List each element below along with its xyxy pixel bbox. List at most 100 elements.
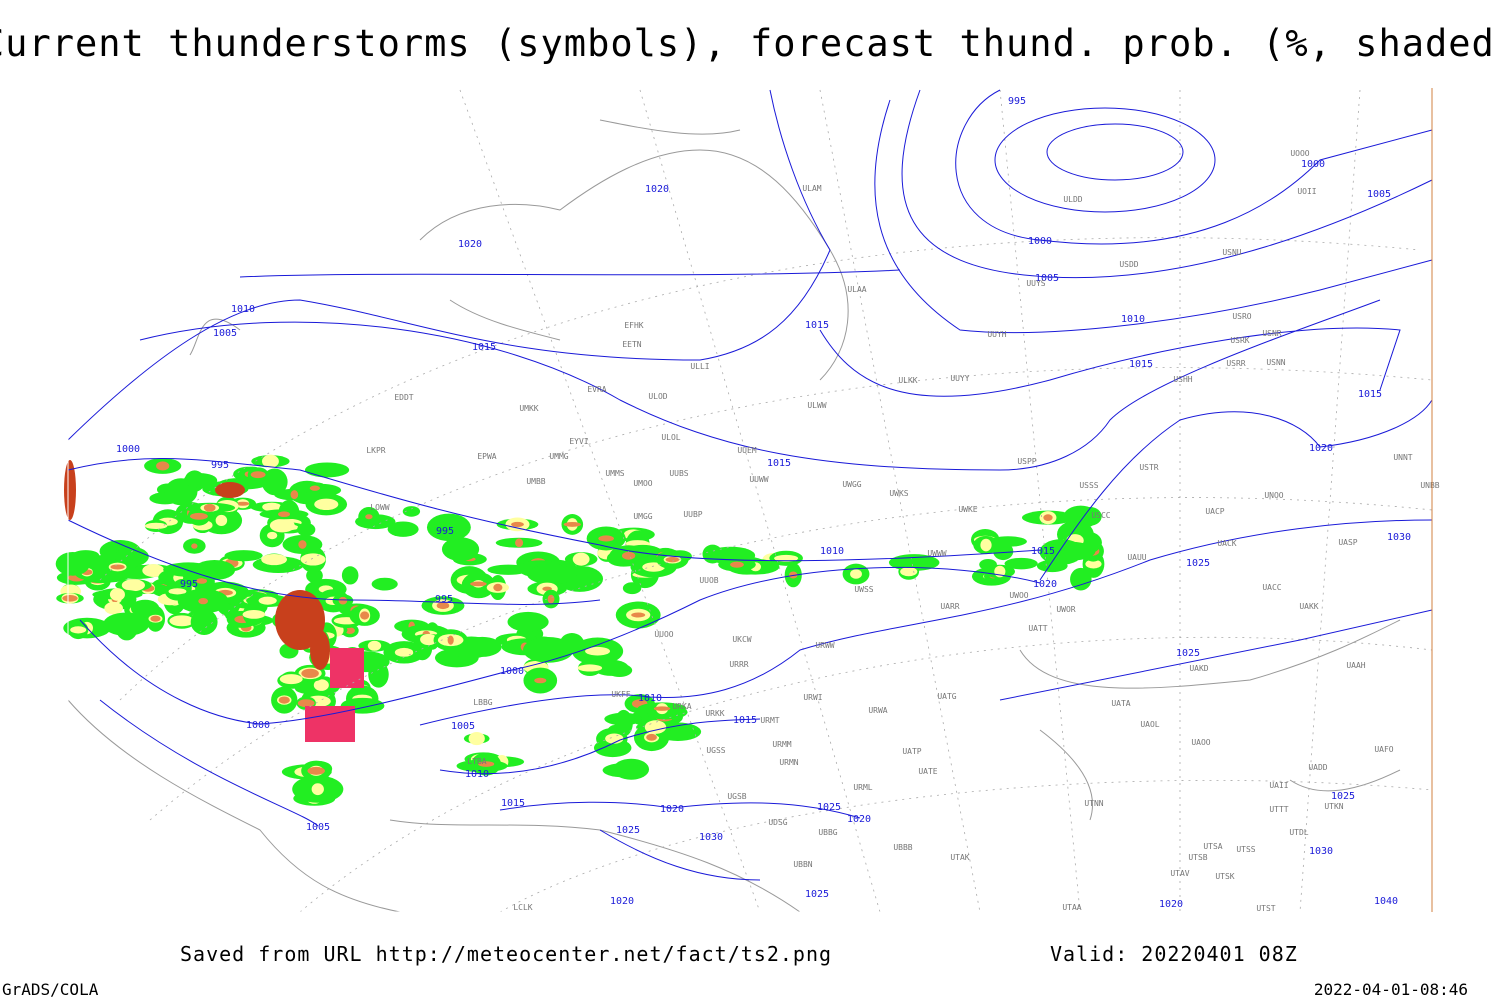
station-label: LCLK [513,903,532,912]
isobar-label: 1030 [1309,846,1333,857]
station-label: ULOL [661,433,680,442]
shade-low [426,513,471,542]
shade-high [278,511,290,518]
isobar-label: 1000 [1028,236,1052,247]
shade-high [653,706,671,711]
isobar-label: 1025 [616,825,640,836]
isobar-label: 1015 [733,715,757,726]
station-label: UGSS [706,746,725,755]
station-label: UACK [1217,539,1236,548]
shade-high [478,761,495,767]
shade-mid [70,626,87,634]
shade-low [134,601,156,612]
isobar-label: 1025 [1176,648,1200,659]
station-label: ULOD [648,392,667,401]
thunderstorm-symbols [330,648,364,688]
station-label: UAOO [1191,738,1210,747]
shade-low [402,506,421,517]
shade-top [64,460,76,520]
station-label: UACC [1262,583,1281,592]
isobar-label: 1000 [116,444,140,455]
shade-high [646,733,657,741]
shade-mid [605,733,624,744]
isobar-label: 1010 [231,304,255,315]
isobar-label: 1005 [1367,189,1391,200]
isobar-label: 1010 [1121,314,1145,325]
shade-top [215,482,245,498]
station-label: UASP [1338,538,1357,547]
shade-high [250,471,266,479]
station-label: URWA [868,706,887,715]
station-label: EVRA [587,385,606,394]
station-label: UTSS [1236,845,1255,854]
shade-high [150,615,161,622]
shade-high [297,699,315,708]
station-label: UMMG [549,452,568,461]
station-label: UBBB [893,843,912,852]
isobar-label: 1025 [1186,558,1210,569]
probability-shading [55,454,1105,806]
isobar-label: 1010 [820,546,844,557]
valid-time: Valid: 20220401 08Z [1050,942,1298,966]
station-label: UATT [1028,624,1047,633]
shade-mid [262,502,282,512]
isobar-label: 1020 [1033,579,1057,590]
shade-low [193,559,236,581]
station-label: UBBG [818,828,837,837]
station-label: UUBP [683,510,702,519]
station-label: URRR [729,660,748,669]
isobar-label: 1030 [1387,532,1411,543]
shade-low [702,544,723,564]
shade-high [345,627,355,635]
station-label: UTNN [1084,799,1103,808]
station-label: URKK [705,709,724,718]
isobar-label: 1010 [638,693,662,704]
shade-low [507,611,549,632]
shade-mid [261,553,287,566]
isobar-label: 1000 [246,720,270,731]
shade-low [1063,505,1099,529]
station-label: UATE [918,767,937,776]
station-label: UGSB [727,792,746,801]
shade-high [190,512,208,520]
shade-high [563,521,581,527]
shade-mid [142,564,165,578]
station-label: URMM [772,740,791,749]
station-label: UWKE [958,505,977,514]
shade-mid [269,518,295,533]
station-label: UTSK [1215,872,1234,881]
station-label: UUYH [987,330,1006,339]
isobar-label: 1020 [1159,899,1183,910]
shade-low [190,609,218,635]
shade-high [62,594,78,602]
isobars [67,89,1433,881]
station-label: USTR [1139,463,1158,472]
isobar-label: 1020 [458,239,482,250]
station-label: URMN [779,758,798,767]
credit: GrADS/COLA [2,980,99,999]
isobar-label: 1000 [500,666,524,677]
station-label: EETN [622,340,641,349]
shade-mid [367,640,382,651]
station-label: URWI [803,693,822,702]
station-label: UTAK [950,853,969,862]
shade-high [447,635,454,645]
isobar-label: 1015 [1129,359,1153,370]
shade-low [989,536,1027,547]
station-label: UTST [1256,904,1275,913]
station-label: ULAA [847,285,866,294]
shade-high [196,578,208,584]
station-label: UTSB [1188,853,1207,862]
isobar-label: 1020 [660,804,684,815]
station-label: UAKD [1189,664,1208,673]
shade-high [598,535,614,542]
station-label: LOWW [370,503,389,512]
isobar-label: 1005 [1035,273,1059,284]
isobar-label: 995 [211,460,229,471]
station-label: USNN [1266,358,1285,367]
station-label: USNU [1222,248,1241,257]
station-label: UAKK [1299,602,1318,611]
shade-mid [577,664,603,672]
isobar-label: 1020 [1309,443,1333,454]
